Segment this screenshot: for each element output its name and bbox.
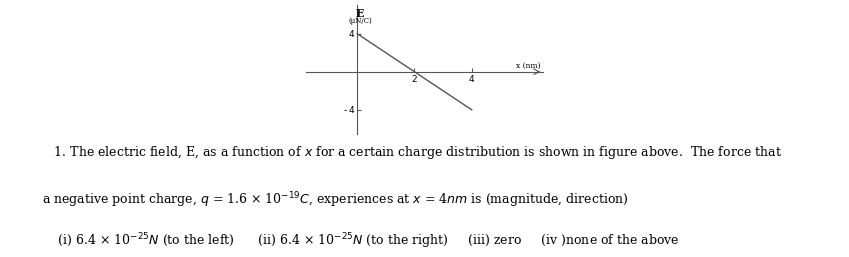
- Text: E: E: [356, 8, 364, 19]
- Text: (i) 6.4 × 10$^{-25}$$N$ (to the left)      (ii) 6.4 × 10$^{-25}$$N$ (to the righ: (i) 6.4 × 10$^{-25}$$N$ (to the left) (i…: [42, 231, 680, 251]
- Text: a negative point charge, $q$ = 1.6 × 10$^{-19}$$C$, experiences at $x$ = 4$nm$ i: a negative point charge, $q$ = 1.6 × 10$…: [42, 190, 629, 210]
- Text: (μN/C): (μN/C): [348, 16, 372, 25]
- Text: 1. The electric field, E, as a function of $x$ for a certain charge distribution: 1. The electric field, E, as a function …: [42, 144, 783, 161]
- Text: x (nm): x (nm): [516, 61, 541, 69]
